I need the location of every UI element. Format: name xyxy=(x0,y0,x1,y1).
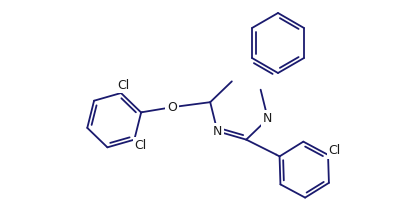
Text: Cl: Cl xyxy=(134,139,146,152)
Text: N: N xyxy=(213,125,222,138)
Text: O: O xyxy=(167,101,177,114)
Text: N: N xyxy=(263,112,273,125)
Text: Cl: Cl xyxy=(329,144,341,157)
Text: Cl: Cl xyxy=(117,79,129,92)
